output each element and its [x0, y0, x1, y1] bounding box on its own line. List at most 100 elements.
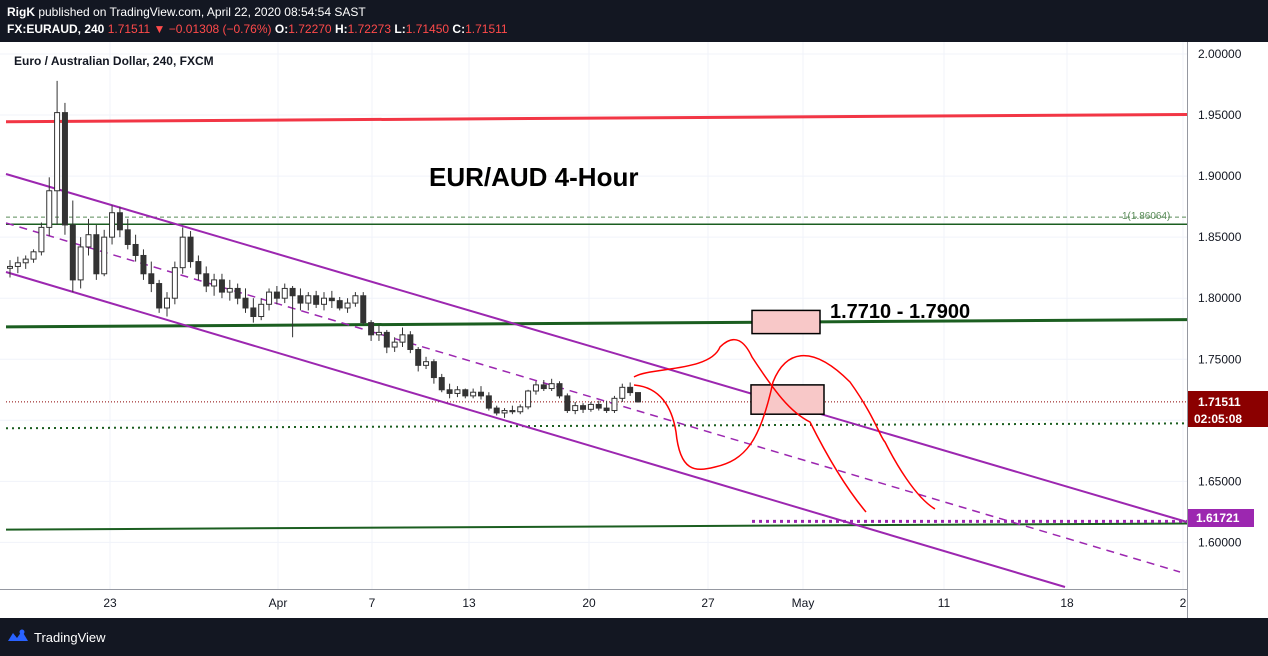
publish-details: published on TradingView.com, April 22, …: [35, 5, 366, 19]
candle: [297, 288, 304, 311]
channel-upper-line[interactable]: [5, 173, 1188, 523]
candle: [383, 329, 390, 354]
candle: [454, 386, 461, 398]
candle: [580, 403, 587, 413]
close-value: 1.71511: [465, 22, 508, 36]
candle: [211, 273, 218, 296]
candle: [399, 327, 406, 348]
candle: [140, 249, 147, 280]
candle: [305, 292, 312, 311]
candle: [509, 405, 516, 415]
candle: [627, 382, 634, 396]
candle: [203, 266, 210, 293]
grid: [0, 42, 1187, 589]
candle: [595, 400, 602, 411]
candle: [572, 401, 579, 415]
down-arrow-icon: ▼: [153, 22, 166, 36]
y-tick-labels: 2.00000 1.95000 1.90000 1.85000 1.80000 1.750…: [1198, 47, 1242, 549]
annotation-title[interactable]: EUR/AUD 4-Hour: [429, 162, 638, 192]
candle: [540, 380, 547, 391]
zone-label[interactable]: 1.7710 - 1.7900: [830, 301, 970, 323]
candle: [258, 298, 265, 321]
y-tick-label: 1.65000: [1198, 474, 1242, 488]
x-tick-label: Apr: [269, 596, 288, 610]
candle: [273, 285, 280, 305]
x-tick-label: 13: [462, 596, 476, 610]
candle: [187, 231, 194, 268]
footer-bar: TradingView: [0, 618, 1268, 656]
candle: [603, 400, 610, 413]
candle: [525, 389, 532, 410]
candle: [242, 288, 249, 313]
candle: [234, 283, 241, 305]
candle: [328, 290, 335, 308]
candle: [587, 401, 594, 412]
x-tick-label: 20: [582, 596, 596, 610]
channel-lower-line[interactable]: [5, 271, 1066, 588]
last-price-badge: [1188, 391, 1268, 427]
candle: [164, 292, 170, 317]
support-price-label: 1.61721: [1196, 511, 1240, 525]
candle: [415, 347, 422, 372]
candle: [116, 206, 123, 238]
breakout-zone-box[interactable]: [750, 384, 825, 415]
candle: [501, 408, 508, 418]
candle: [619, 383, 626, 402]
candle: [22, 255, 29, 269]
symbol-label: FX:EURAUD, 240: [7, 22, 105, 36]
support-line-middle[interactable]: [5, 318, 1188, 329]
low-label: L:: [394, 22, 406, 36]
x-tick-label: 2: [1180, 596, 1187, 610]
x-tick-label: 11: [938, 596, 951, 610]
brand-name[interactable]: TradingView: [34, 630, 106, 645]
chart-area[interactable]: Euro / Australian Dollar, 240, FXCM EUR/…: [0, 42, 1268, 618]
price-axis[interactable]: 2.00000 1.95000 1.90000 1.85000 1.80000 1.750…: [1187, 42, 1268, 618]
y-tick-label: 1.60000: [1198, 535, 1242, 549]
x-tick-label: 23: [103, 596, 117, 610]
candle: [360, 292, 367, 326]
resistance-line[interactable]: [5, 112, 1188, 124]
high-label: H:: [334, 22, 348, 36]
price-chart[interactable]: Euro / Australian Dollar, 240, FXCM EUR/…: [0, 42, 1268, 618]
candle: [30, 249, 37, 263]
candle: [69, 200, 76, 293]
resistance-zone-box[interactable]: [751, 309, 821, 335]
symbol-info-line: FX:EURAUD, 240 1.71511 ▼ −0.01308 (−0.76…: [7, 22, 508, 36]
candle: [171, 261, 178, 305]
candle: [61, 102, 68, 235]
candle: [148, 261, 155, 293]
countdown-label: 02:05:08: [1194, 412, 1242, 426]
chart-header: RigK published on TradingView.com, April…: [0, 0, 1268, 42]
candle: [470, 388, 477, 399]
candle: [336, 296, 343, 311]
time-axis[interactable]: 23 Apr 7 13 20 27 May 11 18 2: [0, 589, 1187, 611]
y-tick-label: 1.85000: [1198, 230, 1242, 244]
dotted-level-line[interactable]: [5, 422, 1188, 430]
candle: [132, 234, 139, 262]
candle: [352, 292, 359, 307]
projected-path-drawing[interactable]: [633, 354, 936, 510]
candle: [321, 292, 327, 311]
low-value: 1.71450: [405, 22, 450, 36]
candle: [85, 218, 92, 256]
candle: [446, 383, 453, 399]
candle: [101, 229, 108, 277]
projected-path-alt-drawing[interactable]: [633, 338, 867, 513]
candle: [344, 298, 351, 313]
open-label: O:: [274, 22, 289, 36]
candle: [391, 337, 398, 352]
candle: [375, 325, 382, 341]
y-tick-label: 1.90000: [1198, 169, 1242, 183]
tradingview-logo-icon[interactable]: [7, 628, 29, 644]
candle: [77, 237, 84, 289]
channel-middle-line[interactable]: [5, 222, 1181, 573]
candle: [93, 224, 100, 280]
candle: [46, 177, 53, 236]
publisher-name[interactable]: RigK: [7, 5, 35, 19]
candle: [289, 285, 296, 338]
x-tick-label: 27: [701, 596, 715, 610]
candle: [611, 395, 618, 413]
y-tick-label: 1.80000: [1198, 291, 1242, 305]
support-line-lower[interactable]: [5, 522, 1188, 531]
candle: [266, 288, 273, 311]
